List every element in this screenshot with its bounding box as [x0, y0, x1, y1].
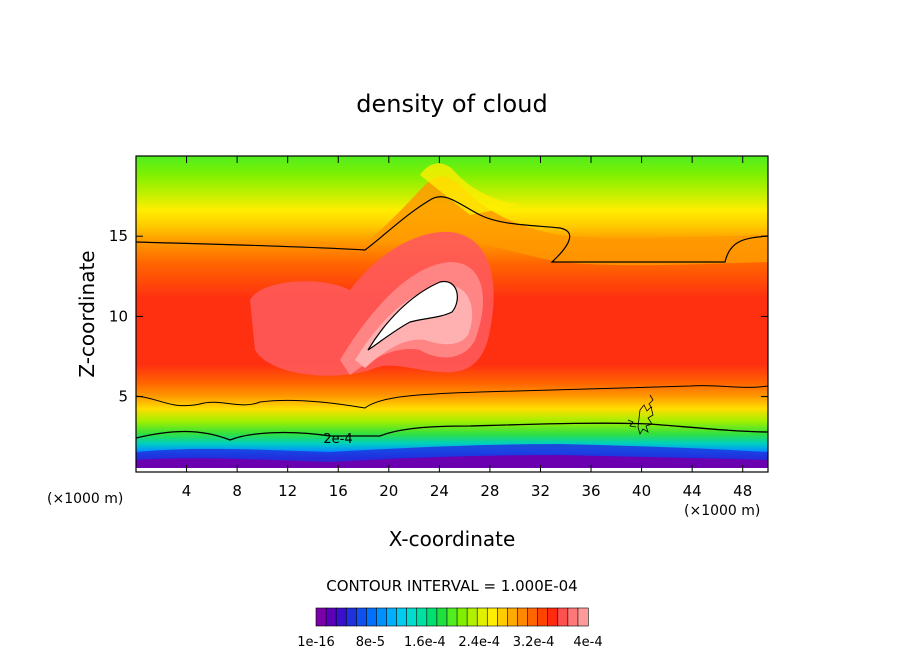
x-tick-label: 8 [232, 482, 242, 500]
x-tick-label: 4 [182, 482, 192, 500]
colorbar-labels: 1e-16 8e-5 1.6e-4 2.4e-4 3.2e-4 4e-4 [297, 635, 602, 650]
x-tick-label: 12 [278, 482, 297, 500]
colorbar-swatch [436, 607, 448, 627]
contour-field [136, 156, 768, 472]
x-tick-label: 28 [480, 482, 499, 500]
colorbar-swatch [446, 607, 458, 627]
colorbar-swatch [547, 607, 559, 627]
colorbar-tick-label: 4e-4 [573, 635, 602, 650]
colorbar-swatch [315, 607, 327, 627]
colorbar-tick-label: 1e-16 [297, 635, 335, 650]
colorbar-swatch [355, 607, 367, 627]
colorbar-swatch [537, 607, 549, 627]
colorbar-swatch [426, 607, 438, 627]
chart-title: density of cloud [356, 90, 547, 118]
x-tick-label: 20 [379, 482, 398, 500]
colorbar-swatch [557, 607, 569, 627]
x-tick-label: 40 [632, 482, 651, 500]
contour-interval: CONTOUR INTERVAL = 1.000E-04 [326, 577, 577, 595]
colorbar [315, 607, 589, 627]
colorbar-swatch [325, 607, 337, 627]
colorbar-swatch [345, 607, 357, 627]
x-unit-right: (×1000 m) [684, 503, 760, 519]
x-tick-label: 32 [531, 482, 550, 500]
colorbar-swatch [567, 607, 579, 627]
colorbar-swatch [527, 607, 539, 627]
colorbar-swatch [497, 607, 508, 627]
colorbar-swatch [376, 607, 388, 627]
colorbar-tick-label: 8e-5 [356, 635, 385, 650]
colorbar-swatch [396, 607, 408, 627]
x-tick-label: 16 [329, 482, 348, 500]
colorbar-swatch [517, 607, 529, 627]
colorbar-swatch [456, 607, 468, 627]
y-tick-label: 15 [109, 227, 128, 245]
x-axis-label: X-coordinate [389, 527, 516, 551]
colorbar-swatch [406, 607, 418, 627]
colorbar-tick-label: 1.6e-4 [404, 635, 446, 650]
speckle-cluster [627, 394, 654, 435]
y-axis-label: Z-coordinate [75, 250, 99, 377]
colorbar-tick-label: 2.4e-4 [458, 635, 500, 650]
colorbar-swatch [366, 607, 378, 627]
colorbar-tick-label: 3.2e-4 [513, 635, 555, 650]
y-tick-label: 10 [109, 307, 128, 325]
colorbar-swatch [466, 607, 478, 627]
x-tick-label: 36 [581, 482, 600, 500]
x-unit-left: (×1000 m) [47, 491, 123, 507]
colorbar-swatch [507, 607, 519, 627]
x-tick-label: 48 [733, 482, 752, 500]
x-axis: 4 8 12 16 20 24 28 32 36 40 44 48 [182, 156, 752, 500]
y-tick-label: 5 [118, 388, 128, 406]
plot-frame [135, 155, 769, 473]
colorbar-swatch [386, 607, 398, 627]
colorbar-swatch [335, 607, 347, 627]
colorbar-swatch [416, 607, 428, 627]
x-tick-label: 44 [683, 482, 702, 500]
colorbar-swatch [486, 607, 498, 627]
colorbar-swatch [577, 607, 589, 627]
y-axis: 5 10 15 [109, 227, 768, 406]
x-tick-label: 24 [430, 482, 449, 500]
contour-line-label: 2e-4 [323, 432, 352, 447]
colorbar-swatch [476, 607, 488, 627]
